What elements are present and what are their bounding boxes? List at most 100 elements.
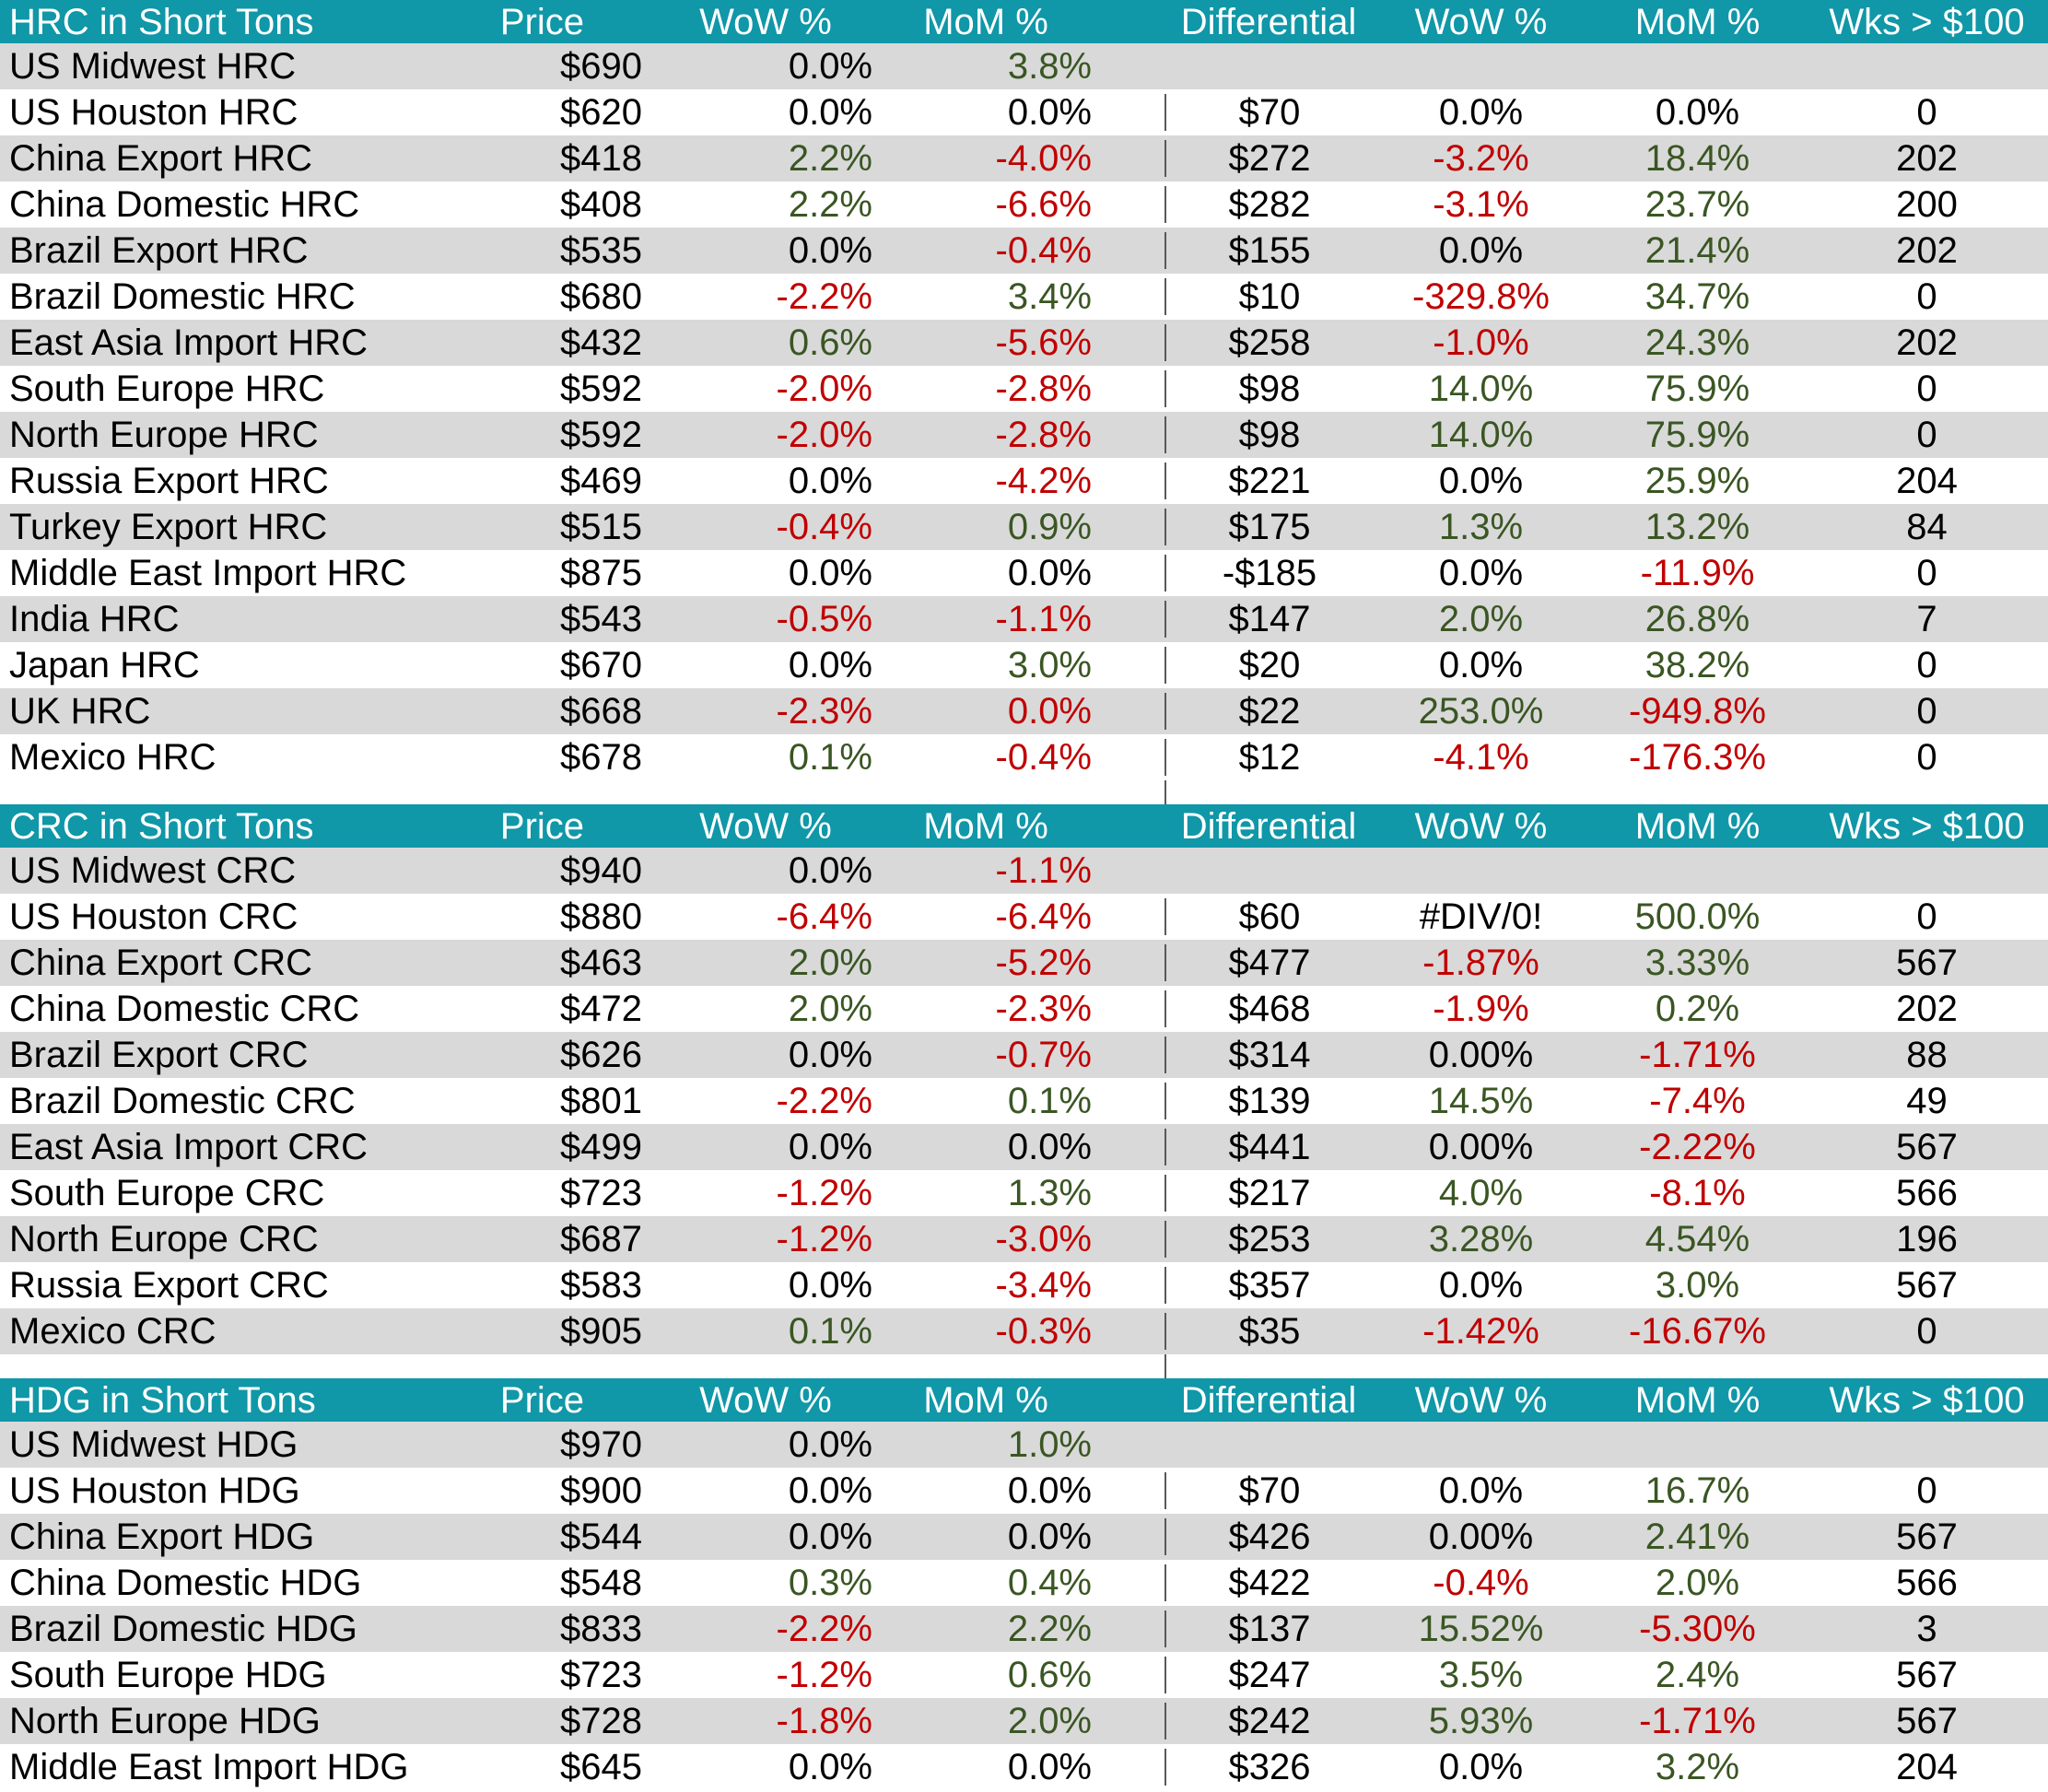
cell-differential[interactable]: $221 [1164, 463, 1373, 499]
column-header-diff[interactable]: Differential [1180, 1379, 1357, 1421]
cell-diff-mom-pct[interactable]: 75.9% [1644, 369, 1750, 409]
cell-wow-pct[interactable]: 0.0% [788, 850, 872, 891]
cell-mom-pct[interactable]: -0.4% [995, 737, 1093, 778]
cell-mom-pct[interactable]: -0.3% [995, 1311, 1093, 1352]
cell-wks-gt-100[interactable]: 204 [1896, 1747, 1958, 1787]
cell-wks-gt-100[interactable]: 566 [1896, 1563, 1958, 1603]
column-header-wow2[interactable]: WoW % [1414, 1379, 1548, 1421]
cell-mom-pct[interactable]: 3.8% [1007, 46, 1092, 87]
cell-diff-wow-pct[interactable]: -3.1% [1433, 184, 1529, 225]
cell-wow-pct[interactable]: 0.6% [788, 322, 872, 363]
cell-label[interactable]: South Europe HDG [9, 1655, 327, 1695]
cell-mom-pct[interactable]: -0.7% [995, 1035, 1093, 1075]
column-header-mom2[interactable]: MoM % [1634, 1379, 1761, 1421]
cell-wow-pct[interactable]: 0.0% [788, 1265, 872, 1306]
cell-differential[interactable]: $70 [1164, 94, 1373, 131]
cell-label[interactable]: North Europe HRC [9, 415, 319, 455]
cell-wow-pct[interactable]: -1.2% [776, 1219, 873, 1259]
cell-diff-wow-pct[interactable]: 0.0% [1438, 92, 1524, 133]
cell-price[interactable]: $583 [560, 1265, 642, 1306]
cell-label[interactable]: South Europe CRC [9, 1173, 325, 1213]
cell-mom-pct[interactable]: 0.1% [1007, 1081, 1092, 1121]
cell-price[interactable]: $880 [560, 896, 642, 937]
cell-differential[interactable]: -$185 [1164, 555, 1373, 591]
cell-label[interactable]: East Asia Import HRC [9, 322, 369, 363]
cell-wks-gt-100[interactable]: 567 [1896, 1127, 1958, 1167]
cell-differential[interactable]: $242 [1164, 1703, 1373, 1739]
cell-diff-mom-pct[interactable]: 21.4% [1644, 230, 1750, 271]
cell-diff-mom-pct[interactable]: 2.41% [1644, 1517, 1750, 1557]
column-header-price[interactable]: Price [499, 1379, 585, 1421]
cell-label[interactable]: Brazil Domestic HRC [9, 276, 356, 317]
cell-diff-mom-pct[interactable]: 34.7% [1644, 276, 1750, 317]
cell-wow-pct[interactable]: -1.2% [776, 1173, 873, 1213]
cell-diff-wow-pct[interactable]: -4.1% [1433, 737, 1529, 778]
column-header-wow[interactable]: WoW % [699, 1, 832, 42]
cell-diff-mom-pct[interactable]: -1.71% [1639, 1035, 1756, 1075]
cell-diff-wow-pct[interactable]: 2.0% [1438, 599, 1524, 639]
cell-wks-gt-100[interactable]: 7 [1916, 599, 1937, 639]
cell-diff-wow-pct[interactable]: 3.28% [1428, 1219, 1534, 1259]
column-header-wks[interactable]: Wks > $100 [1829, 1379, 2025, 1421]
cell-differential[interactable]: $155 [1164, 232, 1373, 269]
cell-wks-gt-100[interactable]: 0 [1916, 415, 1937, 455]
cell-differential[interactable]: $137 [1164, 1610, 1373, 1647]
column-header-wks[interactable]: Wks > $100 [1829, 1, 2025, 42]
cell-price[interactable]: $548 [560, 1563, 642, 1603]
cell-label[interactable]: Brazil Domestic HDG [9, 1609, 357, 1649]
cell-differential[interactable]: $175 [1164, 509, 1373, 545]
cell-diff-mom-pct[interactable]: 26.8% [1644, 599, 1750, 639]
cell-label[interactable]: China Export HDG [9, 1517, 315, 1557]
column-header-price[interactable]: Price [499, 805, 585, 847]
cell-label[interactable]: Mexico CRC [9, 1311, 217, 1352]
cell-diff-mom-pct[interactable]: 18.4% [1644, 138, 1750, 179]
cell-wow-pct[interactable]: 0.0% [788, 1424, 872, 1465]
cell-diff-wow-pct[interactable]: 0.0% [1438, 461, 1524, 501]
cell-differential[interactable]: $357 [1164, 1267, 1373, 1304]
cell-price[interactable]: $940 [560, 850, 642, 891]
cell-price[interactable]: $432 [560, 322, 642, 363]
cell-wks-gt-100[interactable]: 567 [1896, 1655, 1958, 1695]
cell-differential[interactable]: $12 [1164, 739, 1373, 776]
cell-diff-wow-pct[interactable]: 0.0% [1438, 230, 1524, 271]
cell-mom-pct[interactable]: 0.0% [1007, 1517, 1092, 1557]
table-title[interactable]: HRC in Short Tons [9, 1, 314, 42]
cell-wks-gt-100[interactable]: 567 [1896, 943, 1958, 983]
cell-diff-wow-pct[interactable]: -329.8% [1412, 276, 1550, 317]
cell-diff-wow-pct[interactable]: 14.5% [1428, 1081, 1534, 1121]
cell-wow-pct[interactable]: 2.0% [788, 943, 872, 983]
cell-price[interactable]: $687 [560, 1219, 642, 1259]
cell-diff-mom-pct[interactable]: 38.2% [1644, 645, 1750, 685]
cell-differential[interactable]: $22 [1164, 693, 1373, 730]
cell-diff-wow-pct[interactable]: 4.0% [1438, 1173, 1524, 1213]
cell-label[interactable]: US Houston CRC [9, 896, 298, 937]
cell-differential[interactable]: $35 [1164, 1313, 1373, 1350]
cell-wow-pct[interactable]: 2.2% [788, 138, 872, 179]
cell-price[interactable]: $472 [560, 989, 642, 1029]
cell-wow-pct[interactable]: 0.0% [788, 1747, 872, 1787]
cell-wow-pct[interactable]: 0.0% [788, 230, 872, 271]
cell-wks-gt-100[interactable]: 204 [1896, 461, 1958, 501]
cell-wow-pct[interactable]: -6.4% [776, 896, 873, 937]
cell-label[interactable]: Middle East Import HRC [9, 553, 407, 593]
cell-diff-mom-pct[interactable]: -16.67% [1629, 1311, 1766, 1352]
cell-wow-pct[interactable]: -2.0% [776, 415, 873, 455]
cell-label[interactable]: Brazil Export HRC [9, 230, 309, 271]
cell-diff-wow-pct[interactable]: 0.00% [1428, 1035, 1534, 1075]
cell-differential[interactable]: $326 [1164, 1749, 1373, 1786]
cell-price[interactable]: $905 [560, 1311, 642, 1352]
table-title[interactable]: CRC in Short Tons [9, 805, 314, 847]
cell-differential[interactable]: $98 [1164, 370, 1373, 407]
cell-diff-mom-pct[interactable]: 13.2% [1644, 507, 1750, 547]
cell-diff-mom-pct[interactable]: -7.4% [1649, 1081, 1746, 1121]
cell-mom-pct[interactable]: -6.6% [995, 184, 1093, 225]
cell-diff-wow-pct[interactable]: 0.0% [1438, 1470, 1524, 1511]
cell-wks-gt-100[interactable]: 567 [1896, 1701, 1958, 1741]
cell-label[interactable]: South Europe HRC [9, 369, 325, 409]
cell-wow-pct[interactable]: 0.0% [788, 1470, 872, 1511]
cell-price[interactable]: $463 [560, 943, 642, 983]
cell-diff-wow-pct[interactable]: -1.87% [1422, 943, 1539, 983]
cell-diff-wow-pct[interactable]: -0.4% [1433, 1563, 1529, 1603]
cell-label[interactable]: Turkey Export HRC [9, 507, 328, 547]
cell-wks-gt-100[interactable]: 0 [1916, 1470, 1937, 1511]
